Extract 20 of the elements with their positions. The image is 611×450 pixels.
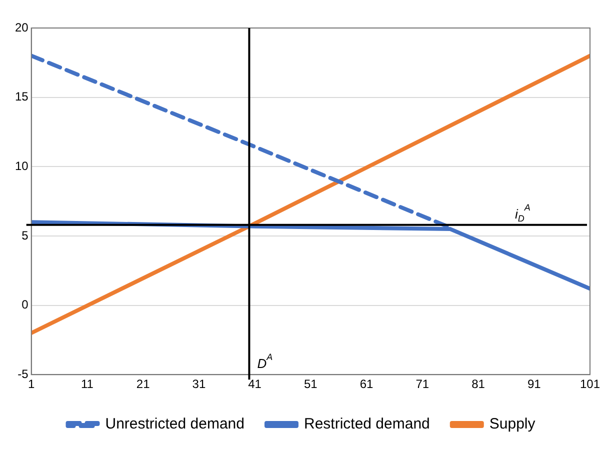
x-tick-label: 51: [304, 377, 318, 392]
x-tick-label: 91: [527, 377, 542, 392]
y-tick-label: 20: [14, 20, 29, 34]
x-tick-label: 21: [136, 377, 150, 392]
x-tick-label: 11: [80, 377, 94, 392]
y-tick-label: 0: [22, 298, 29, 312]
y-tick-label: 10: [14, 158, 29, 173]
x-tick-label: 81: [472, 377, 486, 392]
x-tick-label: 101: [580, 377, 600, 392]
x-tick-label: 61: [360, 377, 374, 392]
y-tick-label: 15: [14, 90, 29, 104]
x-tick-label: 41: [248, 377, 262, 392]
legend-label: Unrestricted demand: [105, 416, 244, 433]
x-tick-label: 71: [416, 377, 430, 392]
y-tick-label: -5: [18, 366, 29, 381]
legend-label: Restricted demand: [304, 416, 430, 433]
legend-label: Supply: [489, 416, 536, 433]
y-tick-label: 5: [22, 228, 29, 242]
x-tick-label: 1: [28, 377, 36, 392]
x-tick-label: 31: [192, 377, 206, 392]
